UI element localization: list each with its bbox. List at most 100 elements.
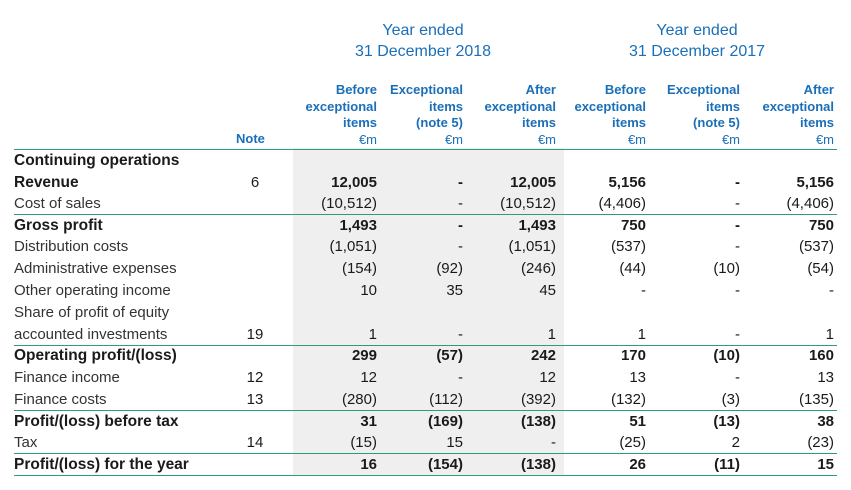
column-header: Exceptional items (note 5) €m: [640, 82, 740, 148]
value-cell: -: [458, 369, 463, 386]
value-cell: 5,156: [608, 174, 646, 191]
value-cell: 1: [637, 326, 646, 343]
column-header-line: exceptional: [574, 98, 646, 114]
row-label: Operating profit/(loss): [14, 347, 177, 364]
period-header-line: 31 December 2018: [354, 43, 492, 60]
value-cell: (138): [520, 456, 556, 473]
value-cell: 242: [530, 347, 556, 364]
table-row: Administrative expenses (154) (92) (246) (44…: [14, 258, 837, 279]
value-cell: 45: [539, 282, 556, 299]
value-cell: 1: [825, 326, 834, 343]
rule-line: [14, 345, 837, 346]
column-header: Before exceptional items €m: [546, 82, 646, 148]
period-header-line: Year ended: [382, 22, 464, 39]
value-cell: 35: [446, 282, 463, 299]
row-label: Continuing operations: [14, 152, 180, 169]
column-unit: €m: [721, 131, 740, 147]
value-cell: 12,005: [331, 174, 377, 191]
value-cell: 38: [817, 413, 834, 430]
value-cell: (246): [520, 260, 556, 277]
column-unit: €m: [537, 131, 556, 147]
value-cell: (11): [714, 456, 740, 473]
row-label: Finance costs: [14, 391, 107, 408]
value-cell: 750: [620, 217, 646, 234]
value-cell: (280): [341, 391, 377, 408]
value-cell: (57): [436, 347, 463, 364]
value-cell: -: [829, 282, 834, 299]
row-label: Profit/(loss) before tax: [14, 413, 179, 430]
value-cell: 1,493: [339, 217, 377, 234]
period-header-line: 31 December 2017: [628, 43, 766, 60]
row-label: Cost of sales: [14, 195, 101, 212]
table-row: Continuing operations: [14, 150, 837, 171]
value-cell: (25): [619, 434, 646, 451]
value-cell: 5,156: [796, 174, 834, 191]
value-cell: (154): [341, 260, 377, 277]
row-label: Administrative expenses: [14, 260, 177, 277]
value-cell: -: [735, 326, 740, 343]
value-cell: (537): [610, 238, 646, 255]
value-cell: (1,051): [329, 238, 377, 255]
row-label: Distribution costs: [14, 238, 129, 255]
value-cell: -: [735, 195, 740, 212]
value-cell: -: [735, 238, 740, 255]
column-unit: €m: [358, 131, 377, 147]
rule-line: [14, 453, 837, 454]
row-label: Other operating income: [14, 282, 171, 299]
value-cell: 10: [360, 282, 377, 299]
value-cell: 15: [446, 434, 463, 451]
column-header-line: exceptional: [762, 98, 834, 114]
value-cell: (10,512): [321, 195, 377, 212]
column-header-line: Before: [604, 82, 646, 97]
value-cell: (112): [429, 391, 463, 408]
column-header-line: Exceptional: [667, 82, 740, 97]
column-unit: €m: [627, 131, 646, 147]
value-cell: 1: [547, 326, 556, 343]
column-header: Exceptional items (note 5) €m: [373, 82, 463, 148]
value-cell: 1,493: [518, 217, 556, 234]
table-row: Distribution costs (1,051) - (1,051) (537) - (…: [14, 236, 837, 257]
column-unit: €m: [444, 131, 463, 147]
table-row: accounted investments 19 1 - 1 1 - 1: [14, 324, 837, 345]
value-cell: (4,406): [786, 195, 834, 212]
column-header: After exceptional items €m: [456, 82, 556, 148]
row-note: 6: [250, 174, 260, 191]
rule-line: [14, 214, 837, 215]
value-cell: (132): [610, 391, 646, 408]
column-header-line: items: [612, 115, 646, 130]
table-row: Cost of sales (10,512) - (10,512) (4,406) - (4…: [14, 193, 837, 214]
value-cell: 1: [368, 326, 377, 343]
rule-line: [14, 149, 837, 150]
value-cell: 12: [539, 369, 556, 386]
table-row: Revenue 6 12,005 - 12,005 5,156 - 5,156: [14, 172, 837, 193]
value-cell: 2: [731, 434, 740, 451]
row-note: 12: [246, 369, 264, 386]
value-cell: (10): [713, 260, 740, 277]
column-header-line: items: [429, 98, 463, 114]
column-header-line: exceptional: [305, 98, 377, 114]
value-cell: (13): [713, 413, 740, 430]
value-cell: -: [458, 174, 463, 191]
row-label: Share of profit of equity: [14, 304, 170, 321]
value-cell: (92): [436, 260, 463, 277]
column-header: Before exceptional items €m: [267, 82, 377, 148]
value-cell: 15: [817, 456, 834, 473]
column-unit: €m: [815, 131, 834, 147]
value-cell: (23): [807, 434, 834, 451]
value-cell: 51: [629, 413, 646, 430]
value-cell: (1,051): [508, 238, 556, 255]
value-cell: -: [641, 282, 646, 299]
value-cell: (44): [619, 260, 646, 277]
row-label: Tax: [14, 434, 38, 451]
column-header: After exceptional items €m: [734, 82, 834, 148]
value-cell: (135): [798, 391, 834, 408]
value-cell: (10): [713, 347, 740, 364]
table-row: Other operating income 10 35 45 - - -: [14, 280, 837, 301]
value-cell: -: [735, 282, 740, 299]
row-note: 13: [246, 391, 264, 408]
value-cell: 750: [808, 217, 834, 234]
row-label: Profit/(loss) for the year: [14, 456, 189, 473]
column-header-line: items: [343, 115, 377, 130]
value-cell: (138): [520, 413, 556, 430]
column-header-line: Exceptional: [390, 82, 463, 97]
